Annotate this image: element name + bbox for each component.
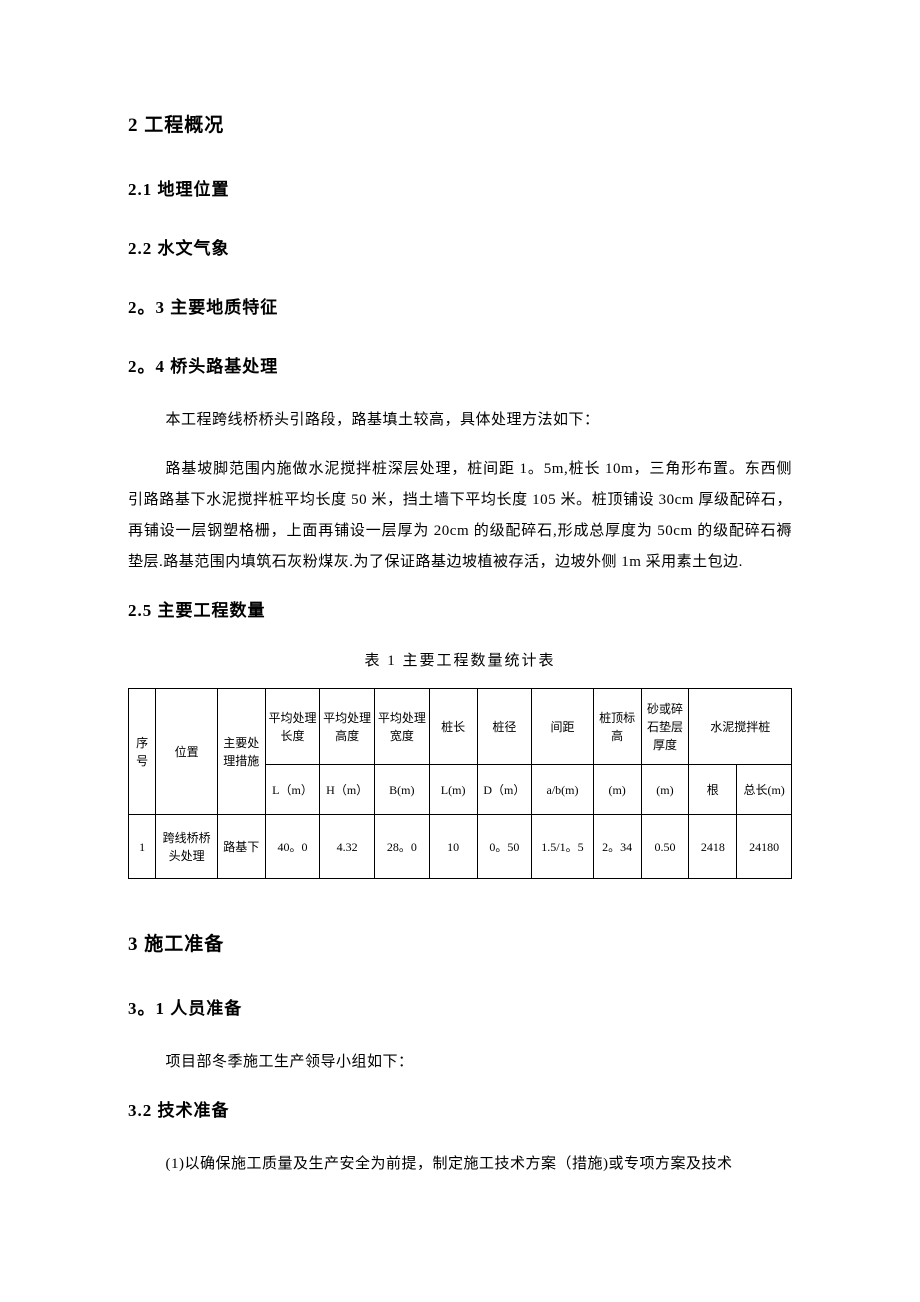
paragraph-1: 本工程跨线桥桥头引路段，路基填土较高，具体处理方法如下： bbox=[128, 405, 792, 436]
th-method: 主要处理措施 bbox=[217, 689, 265, 815]
unit-m2: (m) bbox=[641, 765, 689, 815]
cell-B: 28。0 bbox=[375, 815, 430, 879]
cell-D: 0。50 bbox=[477, 815, 532, 879]
section-2-3-title: 2。3 主要地质特征 bbox=[128, 293, 792, 318]
th-pile-top: 桩顶标高 bbox=[593, 689, 641, 765]
th-pile-diameter: 桩径 bbox=[477, 689, 532, 765]
unit-D: D（m） bbox=[477, 765, 532, 815]
th-spacing: 间距 bbox=[532, 689, 594, 765]
unit-B: B(m) bbox=[375, 765, 430, 815]
cell-H: 4.32 bbox=[320, 815, 375, 879]
section-3-title: 3 施工准备 bbox=[128, 929, 792, 956]
cell-top: 2。34 bbox=[593, 815, 641, 879]
section-3-2-title: 3.2 技术准备 bbox=[128, 1096, 792, 1121]
unit-H: H（m） bbox=[320, 765, 375, 815]
cell-location: 跨线桥桥头处理 bbox=[156, 815, 218, 879]
section-2-5-title: 2.5 主要工程数量 bbox=[128, 596, 792, 621]
unit-L2: L(m) bbox=[429, 765, 477, 815]
cell-total: 24180 bbox=[737, 815, 792, 879]
section-2-1-title: 2.1 地理位置 bbox=[128, 175, 792, 200]
section-3-1-title: 3。1 人员准备 bbox=[128, 994, 792, 1019]
cell-L: 40。0 bbox=[265, 815, 320, 879]
table-header-row-1: 序号 位置 主要处理措施 平均处理长度 平均处理高度 平均处理宽度 桩长 桩径 … bbox=[129, 689, 792, 765]
cell-ab: 1.5/1。5 bbox=[532, 815, 594, 879]
th-avg-length: 平均处理长度 bbox=[265, 689, 320, 765]
th-avg-width: 平均处理宽度 bbox=[375, 689, 430, 765]
section-2-4-title: 2。4 桥头路基处理 bbox=[128, 352, 792, 377]
cell-L2: 10 bbox=[429, 815, 477, 879]
table-1: 序号 位置 主要处理措施 平均处理长度 平均处理高度 平均处理宽度 桩长 桩径 … bbox=[128, 688, 792, 879]
unit-count: 根 bbox=[689, 765, 737, 815]
table-1-title: 表 1 主要工程数量统计表 bbox=[128, 649, 792, 670]
th-location: 位置 bbox=[156, 689, 218, 815]
section-2-title: 2 工程概况 bbox=[128, 110, 792, 137]
th-cushion: 砂或碎石垫层厚度 bbox=[641, 689, 689, 765]
paragraph-3: 项目部冬季施工生产领导小组如下： bbox=[128, 1047, 792, 1078]
cell-seq: 1 bbox=[129, 815, 156, 879]
unit-total: 总长(m) bbox=[737, 765, 792, 815]
section-2-2-title: 2.2 水文气象 bbox=[128, 234, 792, 259]
th-cement-pile: 水泥搅拌桩 bbox=[689, 689, 792, 765]
unit-L: L（m） bbox=[265, 765, 320, 815]
table-data-row-1: 1 跨线桥桥头处理 路基下 40。0 4.32 28。0 10 0。50 1.5… bbox=[129, 815, 792, 879]
th-seq: 序号 bbox=[129, 689, 156, 815]
paragraph-4: (1)以确保施工质量及生产安全为前提，制定施工技术方案（措施)或专项方案及技术 bbox=[128, 1149, 792, 1180]
paragraph-2: 路基坡脚范围内施做水泥搅拌桩深层处理，桩间距 1。5m,桩长 10m，三角形布置… bbox=[128, 454, 792, 578]
th-pile-length: 桩长 bbox=[429, 689, 477, 765]
th-avg-height: 平均处理高度 bbox=[320, 689, 375, 765]
unit-m1: (m) bbox=[593, 765, 641, 815]
cell-method: 路基下 bbox=[217, 815, 265, 879]
unit-ab: a/b(m) bbox=[532, 765, 594, 815]
cell-count: 2418 bbox=[689, 815, 737, 879]
cell-cushion: 0.50 bbox=[641, 815, 689, 879]
